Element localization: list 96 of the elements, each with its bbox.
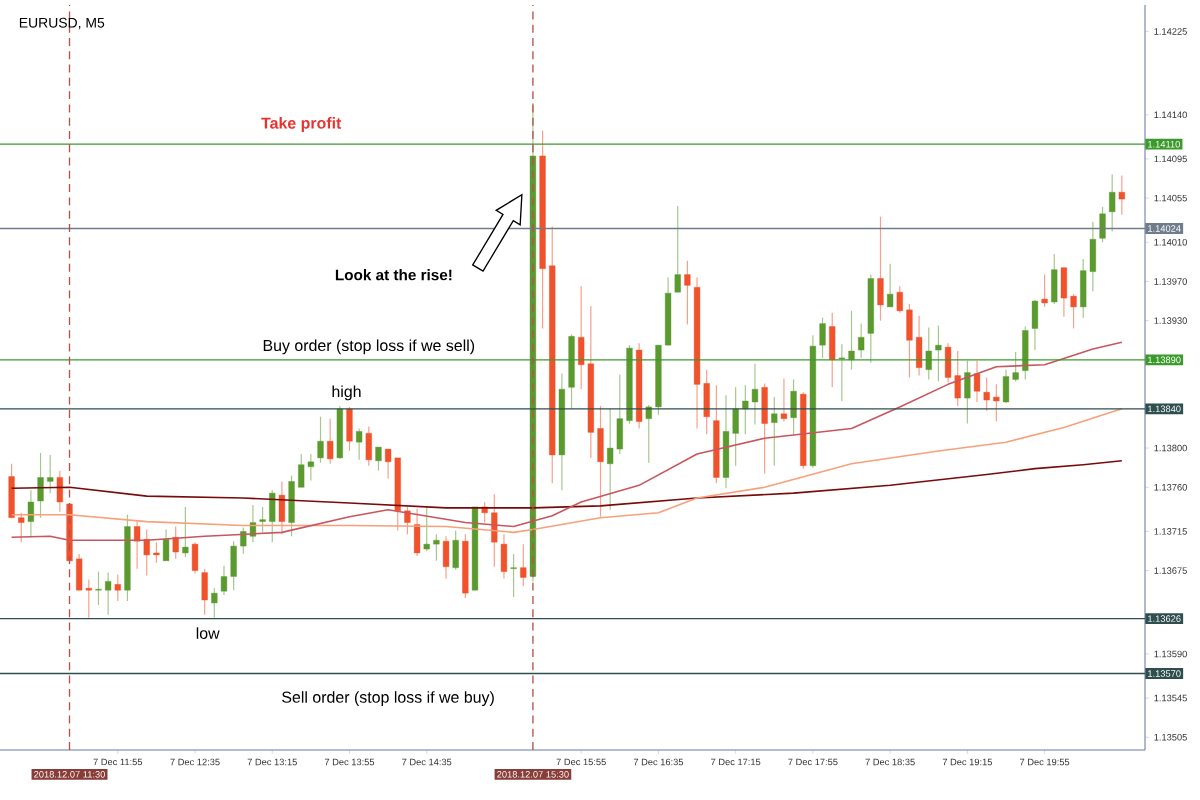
y-tick-label: 1.14140 xyxy=(1154,111,1187,119)
x-tick-label: 7 Dec 17:55 xyxy=(788,758,838,766)
ref-line-label: 1.13840 xyxy=(1148,405,1181,413)
y-tick-label: 1.14225 xyxy=(1154,28,1187,35)
text: EURUSD, M5 xyxy=(19,17,105,30)
y-tick-label: 1.13505 xyxy=(1154,733,1187,741)
candlestick xyxy=(896,285,903,314)
candlestick xyxy=(674,205,681,293)
ref-line-label: 2018.12.07 15:30 xyxy=(497,771,569,778)
candlestick xyxy=(954,350,961,407)
candlestick xyxy=(771,396,778,467)
x-tick-label: 7 Dec 19:55 xyxy=(1020,758,1070,766)
x-tick-label: 7 Dec 12:35 xyxy=(170,758,220,766)
candlestick xyxy=(172,525,179,560)
ref-line-label: 1.13890 xyxy=(1148,356,1181,364)
annotation: Sell order (stop loss if we buy) xyxy=(282,691,494,706)
candlestick xyxy=(510,553,517,598)
candlestick xyxy=(742,384,749,435)
candlestick xyxy=(819,317,826,359)
y-tick-label: 1.14055 xyxy=(1154,194,1187,202)
x-tick-label: 7 Dec 14:35 xyxy=(402,758,452,766)
x-tick-label: 7 Dec 11:55 xyxy=(93,758,143,766)
candlestick xyxy=(259,506,266,533)
ref-line-label: 1.13626 xyxy=(1148,615,1181,622)
candlestick xyxy=(85,578,92,619)
ref-line-label: 2018.12.07 11:30 xyxy=(34,771,105,778)
candlestick xyxy=(684,260,691,326)
candlestick xyxy=(182,506,189,558)
candlestick xyxy=(240,526,247,555)
candlestick xyxy=(385,448,392,480)
candlestick xyxy=(925,326,932,381)
candlestick xyxy=(433,533,440,562)
x-tick-label: 7 Dec 16:35 xyxy=(633,758,684,766)
candlestick xyxy=(983,376,990,412)
candlestick xyxy=(105,571,112,616)
y-tick-label: 1.14010 xyxy=(1154,238,1187,246)
candlestick xyxy=(317,416,324,464)
y-tick-label: 1.13715 xyxy=(1154,528,1187,535)
candlestick xyxy=(751,363,759,426)
y-tick-label: 1.14095 xyxy=(1154,155,1187,163)
candlestick xyxy=(858,322,865,359)
candlestick xyxy=(520,543,527,587)
candlestick xyxy=(887,263,894,308)
x-tick-label: 7 Dec 19:15 xyxy=(942,758,993,766)
candlestick xyxy=(1070,293,1077,330)
candlestick xyxy=(935,324,942,383)
candlestick xyxy=(298,453,305,488)
annotation: high xyxy=(332,385,361,401)
candlestick xyxy=(18,512,25,543)
candlestick xyxy=(143,528,150,577)
candlestick xyxy=(1041,273,1048,308)
candlestick xyxy=(356,427,363,461)
candlestick xyxy=(134,521,141,570)
candlestick xyxy=(848,310,855,371)
candlestick xyxy=(423,506,430,552)
candlestick xyxy=(993,383,1000,423)
x-tick-label: 7 Dec 15:55 xyxy=(556,758,606,766)
candlestick xyxy=(114,573,121,602)
annotation: Take profit xyxy=(261,117,342,132)
candlestick xyxy=(645,404,652,464)
candlestick xyxy=(307,453,314,482)
candlestick xyxy=(1012,351,1019,383)
candlestick xyxy=(607,408,614,511)
candlestick xyxy=(327,418,334,465)
candlestick xyxy=(838,343,845,402)
ref-line-label: 1.14110 xyxy=(1148,140,1180,148)
x-tick-label: 7 Dec 18:35 xyxy=(865,758,915,766)
x-tick-label: 7 Dec 17:15 xyxy=(711,758,761,766)
ref-line-label: 1.14024 xyxy=(1148,225,1181,232)
annotation: low xyxy=(196,627,220,639)
candlestick xyxy=(220,565,228,596)
y-tick-label: 1.13760 xyxy=(1154,484,1187,491)
annotation: Buy order (stop loss if we sell) xyxy=(263,339,475,355)
candlestick xyxy=(27,489,34,538)
candlestick xyxy=(95,570,102,606)
y-tick-label: 1.13590 xyxy=(1154,650,1187,658)
candlestick xyxy=(47,454,54,494)
candlestick xyxy=(162,528,170,562)
candlestick xyxy=(375,446,382,472)
y-tick-label: 1.13675 xyxy=(1154,567,1187,574)
annotation: Look at the rise! xyxy=(335,269,452,281)
candlestick xyxy=(211,587,218,619)
y-tick-label: 1.13800 xyxy=(1154,444,1187,452)
line-series xyxy=(10,460,1123,509)
x-tick-label: 7 Dec 13:55 xyxy=(324,758,375,766)
candlestick xyxy=(1109,173,1116,233)
y-tick-label: 1.13930 xyxy=(1154,317,1187,324)
y-tick-label: 1.13545 xyxy=(1154,694,1187,702)
candlestick xyxy=(780,377,788,423)
candlestick xyxy=(153,541,160,564)
ref-line-label: 1.13570 xyxy=(1148,670,1181,677)
y-tick-label: 1.13970 xyxy=(1154,278,1187,285)
candlestick xyxy=(973,360,981,403)
candlestick xyxy=(1118,174,1125,216)
candlestick xyxy=(37,452,44,519)
x-tick-label: 7 Dec 13:15 xyxy=(247,758,297,766)
